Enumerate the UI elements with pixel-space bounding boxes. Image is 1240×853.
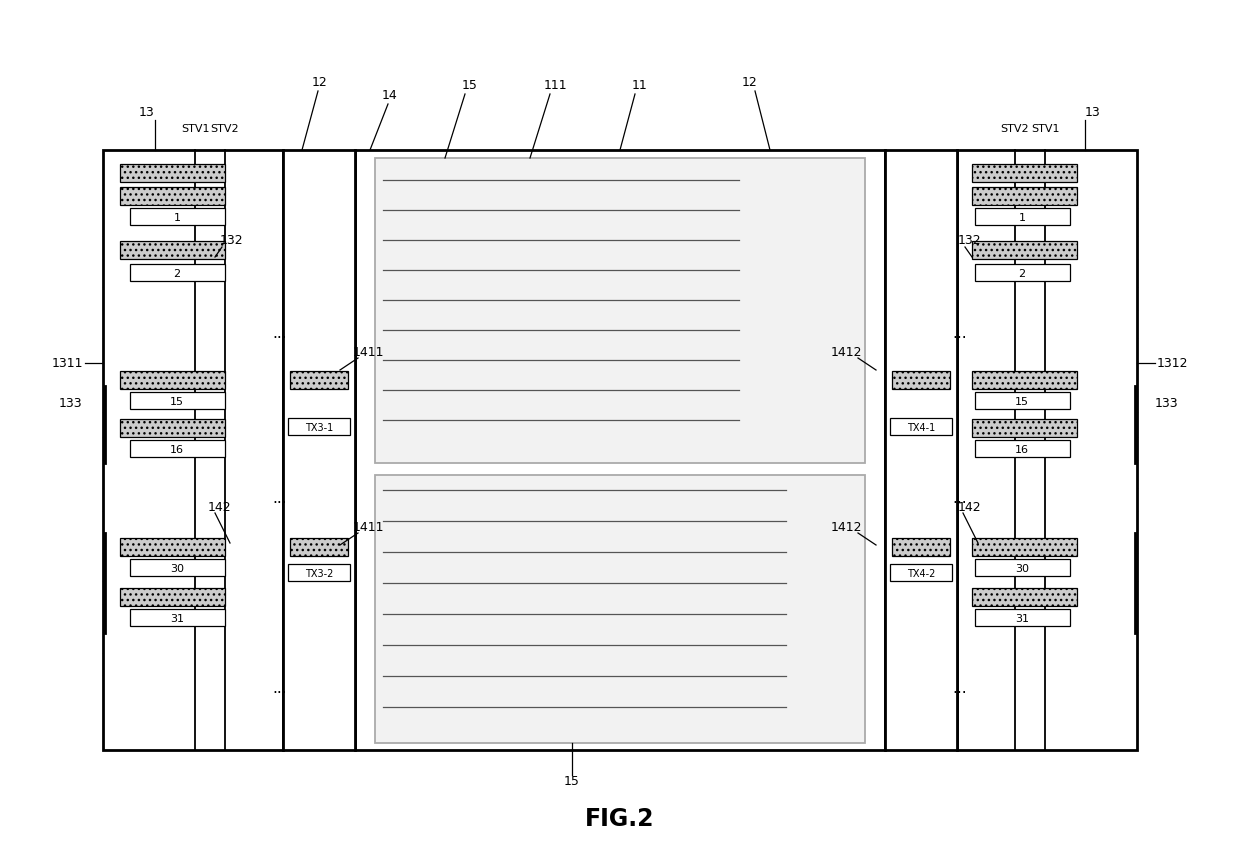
Bar: [288, 565, 350, 581]
Text: TX3-1: TX3-1: [305, 422, 334, 432]
Text: ...: ...: [952, 681, 967, 696]
Bar: [120, 372, 224, 390]
Bar: [972, 165, 1078, 183]
Text: 15: 15: [564, 775, 580, 787]
Bar: [130, 264, 224, 281]
Text: 2: 2: [174, 269, 181, 279]
Bar: [975, 209, 1070, 226]
Bar: [892, 538, 950, 556]
Text: 11: 11: [632, 79, 647, 92]
Bar: [972, 241, 1078, 259]
Text: TX3-2: TX3-2: [305, 568, 334, 578]
Bar: [130, 560, 224, 577]
Bar: [975, 392, 1070, 409]
Bar: [890, 419, 952, 436]
Bar: [120, 165, 224, 183]
Text: 132: 132: [219, 234, 243, 247]
Bar: [103, 151, 283, 750]
Bar: [975, 560, 1070, 577]
Bar: [120, 420, 224, 438]
Text: 30: 30: [1016, 563, 1029, 573]
Text: STV1: STV1: [181, 124, 210, 134]
Bar: [374, 475, 866, 743]
Text: 15: 15: [463, 79, 477, 92]
Bar: [975, 440, 1070, 457]
Text: TX4-2: TX4-2: [906, 568, 935, 578]
Text: 16: 16: [1016, 444, 1029, 455]
Text: 30: 30: [170, 563, 184, 573]
Bar: [975, 609, 1070, 626]
Bar: [890, 565, 952, 581]
Text: TX4-1: TX4-1: [906, 422, 935, 432]
Text: 1311: 1311: [52, 357, 83, 370]
Bar: [957, 151, 1137, 750]
Text: 15: 15: [1016, 397, 1029, 407]
Text: FIG.2: FIG.2: [585, 806, 655, 830]
Text: 15: 15: [170, 397, 184, 407]
Bar: [130, 392, 224, 409]
Bar: [120, 538, 224, 556]
Text: ...: ...: [273, 326, 288, 341]
Bar: [892, 372, 950, 390]
Text: 12: 12: [742, 76, 758, 89]
Text: 133: 133: [1154, 397, 1179, 410]
Bar: [130, 209, 224, 226]
Text: 13: 13: [1085, 106, 1101, 119]
Text: 1312: 1312: [1157, 357, 1188, 370]
Bar: [288, 419, 350, 436]
Bar: [290, 372, 348, 390]
Text: 1411: 1411: [353, 345, 384, 358]
Bar: [972, 372, 1078, 390]
Text: 133: 133: [58, 397, 82, 410]
Text: 1411: 1411: [353, 520, 384, 533]
Text: 16: 16: [170, 444, 184, 455]
Bar: [290, 538, 348, 556]
Text: 2: 2: [1018, 269, 1025, 279]
Bar: [130, 440, 224, 457]
Bar: [120, 188, 224, 206]
Bar: [120, 241, 224, 259]
Bar: [972, 420, 1078, 438]
Bar: [885, 151, 957, 750]
Text: ...: ...: [952, 326, 967, 341]
Text: ...: ...: [273, 491, 288, 506]
Text: 14: 14: [382, 89, 398, 102]
Text: 31: 31: [170, 613, 184, 624]
Bar: [130, 609, 224, 626]
Text: 1: 1: [174, 212, 181, 223]
Text: 132: 132: [959, 234, 982, 247]
Text: 142: 142: [959, 501, 982, 514]
Text: 12: 12: [312, 76, 327, 89]
Bar: [972, 538, 1078, 556]
Text: 1412: 1412: [831, 345, 862, 358]
Text: 111: 111: [543, 79, 567, 92]
Text: ...: ...: [952, 491, 967, 506]
Text: ...: ...: [273, 681, 288, 696]
Text: 31: 31: [1016, 613, 1029, 624]
Text: STV2: STV2: [1001, 124, 1029, 134]
Bar: [972, 589, 1078, 606]
Text: 13: 13: [139, 106, 155, 119]
Bar: [374, 159, 866, 463]
Bar: [355, 151, 885, 750]
Bar: [120, 589, 224, 606]
Bar: [972, 188, 1078, 206]
Text: STV1: STV1: [1030, 124, 1059, 134]
Bar: [283, 151, 355, 750]
Text: 1: 1: [1018, 212, 1025, 223]
Bar: [975, 264, 1070, 281]
Text: STV2: STV2: [211, 124, 239, 134]
Text: 142: 142: [208, 501, 232, 514]
Text: 1412: 1412: [831, 520, 862, 533]
